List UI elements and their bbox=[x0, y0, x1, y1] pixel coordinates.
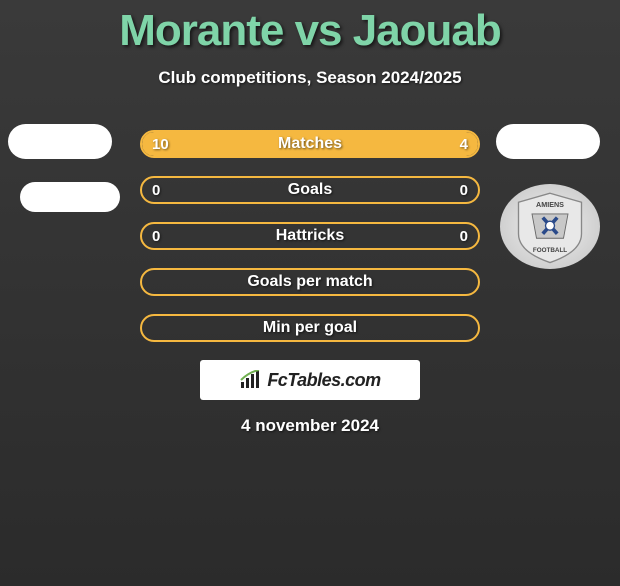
stat-label: Goals bbox=[288, 181, 332, 199]
stat-value-right: 0 bbox=[460, 182, 468, 199]
stat-value-left: 10 bbox=[152, 136, 169, 153]
stat-bar-goals: 0 Goals 0 bbox=[140, 176, 480, 204]
comparison-date: 4 november 2024 bbox=[0, 416, 620, 436]
player-right-avatar bbox=[496, 124, 600, 159]
stat-bar-goals-per-match: Goals per match bbox=[140, 268, 480, 296]
stat-label: Min per goal bbox=[263, 319, 357, 337]
fctables-label: FcTables.com bbox=[267, 370, 380, 391]
club-left-badge bbox=[20, 182, 120, 212]
stat-label: Goals per match bbox=[247, 273, 372, 291]
stat-value-right: 0 bbox=[460, 228, 468, 245]
fctables-badge[interactable]: FcTables.com bbox=[200, 360, 420, 400]
amiens-crest-icon: AMIENS FOOTBALL bbox=[505, 187, 595, 267]
crest-text-top: AMIENS bbox=[536, 199, 564, 208]
comparison-subtitle: Club competitions, Season 2024/2025 bbox=[0, 68, 620, 88]
stat-label: Hattricks bbox=[276, 227, 344, 245]
stat-value-right: 4 bbox=[460, 136, 468, 153]
crest-text-bottom: FOOTBALL bbox=[533, 246, 567, 253]
stat-value-left: 0 bbox=[152, 228, 160, 245]
bar-chart-icon bbox=[239, 370, 263, 390]
comparison-title: Morante vs Jaouab bbox=[0, 6, 620, 56]
club-right-badge: AMIENS FOOTBALL bbox=[500, 184, 600, 269]
stat-label: Matches bbox=[278, 135, 342, 153]
stat-bar-hattricks: 0 Hattricks 0 bbox=[140, 222, 480, 250]
player-left-avatar bbox=[8, 124, 112, 159]
stat-bars-container: 10 Matches 4 0 Goals 0 0 Hattricks 0 Goa… bbox=[140, 130, 480, 360]
stat-bar-matches: 10 Matches 4 bbox=[140, 130, 480, 158]
stat-value-left: 0 bbox=[152, 182, 160, 199]
stat-bar-min-per-goal: Min per goal bbox=[140, 314, 480, 342]
